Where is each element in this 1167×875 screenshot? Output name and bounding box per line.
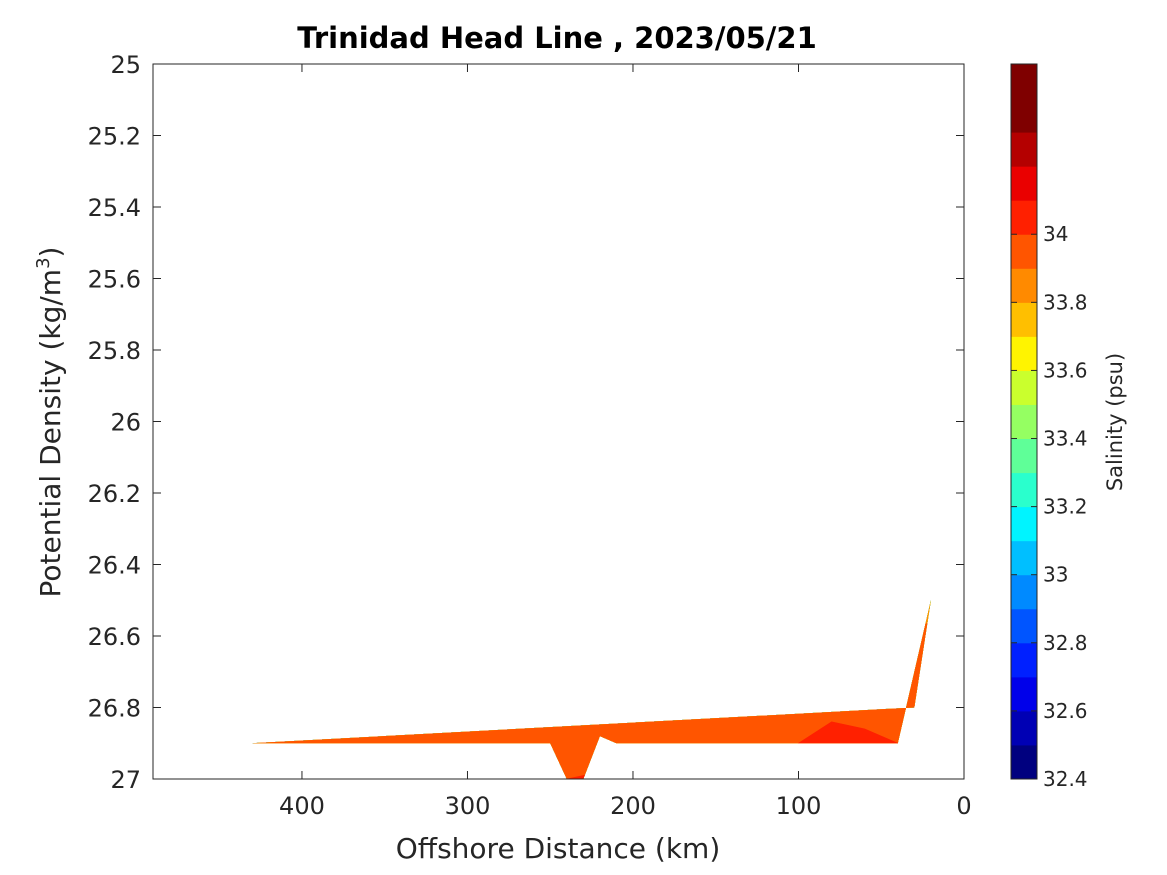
x-tick-label: 0 xyxy=(956,792,971,820)
x-tick-label: 400 xyxy=(279,792,325,820)
colorbar-band xyxy=(1011,200,1037,235)
colorbar-tick-label: 32.4 xyxy=(1043,767,1088,791)
y-tick-label: 25.4 xyxy=(88,194,141,222)
colorbar-band xyxy=(1011,302,1037,337)
colorbar-band xyxy=(1011,166,1037,201)
colorbar-box xyxy=(1010,63,1038,780)
x-tick-label: 300 xyxy=(445,792,491,820)
y-tick-label: 26.6 xyxy=(88,623,141,651)
y-axis-label: Potential Density (kg/m3) xyxy=(33,247,67,598)
colorbar-band xyxy=(1011,404,1037,440)
y-axis: 25 25.2 25.4 25.6 25.8 26 26.2 26.4 26.6 26.8 27 xyxy=(88,51,964,794)
y-axis-label-text: Potential Density (kg/m xyxy=(34,269,67,598)
colorbar-band xyxy=(1011,506,1037,542)
y-tick-label: 25.6 xyxy=(88,266,141,294)
colorbar-band xyxy=(1011,574,1037,610)
x-tick-label: 200 xyxy=(610,792,656,820)
colorbar-band xyxy=(1011,438,1037,474)
x-tick-label: 100 xyxy=(776,792,822,820)
colorbar-bands xyxy=(1011,64,1037,780)
colorbar-band xyxy=(1011,370,1037,405)
colorbar-tick-label: 33.8 xyxy=(1043,290,1088,314)
x-axis: 400 300 200 100 0 xyxy=(279,64,972,820)
colorbar-band xyxy=(1011,642,1037,678)
y-tick-label: 25.2 xyxy=(88,123,141,151)
colorbar-tick-label: 32.6 xyxy=(1043,699,1088,723)
colorbar-tick-label: 34 xyxy=(1043,222,1068,246)
colorbar-band xyxy=(1011,234,1037,269)
colorbar-band xyxy=(1011,98,1037,133)
y-tick-label: 26.4 xyxy=(88,552,141,580)
colorbar-tick-label: 33 xyxy=(1043,563,1068,587)
y-axis-label-close: ) xyxy=(34,247,67,258)
y-tick-label: 26 xyxy=(110,409,141,437)
colorbar-ticks: 32.4 32.6 32.8 33 33.2 33.4 33.6 33.8 34 xyxy=(1011,222,1088,791)
colorbar-band xyxy=(1011,64,1037,99)
colorbar-label: Salinity (psu) xyxy=(1103,353,1127,491)
axes-background xyxy=(153,64,964,779)
colorbar-band xyxy=(1011,268,1037,303)
y-tick-label: 25.8 xyxy=(88,337,141,365)
colorbar: 32.4 32.6 32.8 33 33.2 33.4 33.6 33.8 34 xyxy=(1010,63,1088,791)
colorbar-band xyxy=(1011,710,1037,746)
colorbar-band xyxy=(1011,608,1037,644)
colorbar-tick-label: 33.4 xyxy=(1043,427,1088,451)
colorbar-band xyxy=(1011,676,1037,712)
chart-title: Trinidad Head Line , 2023/05/21 xyxy=(297,21,817,55)
colorbar-band xyxy=(1011,472,1037,508)
plot-area: 400 300 200 100 0 25 25.2 25.4 25.6 25.8 26 26.2 26… xyxy=(88,51,972,820)
colorbar-band xyxy=(1011,744,1037,780)
y-tick-label: 27 xyxy=(110,766,141,794)
y-tick-label: 26.2 xyxy=(88,480,141,508)
colorbar-band xyxy=(1011,540,1037,576)
colorbar-band xyxy=(1011,336,1037,371)
y-axis-label-group: Potential Density (kg/m3) xyxy=(33,247,67,598)
colorbar-tick-label: 33.6 xyxy=(1043,358,1088,382)
colorbar-tick-label: 32.8 xyxy=(1043,631,1088,655)
colorbar-label-group: Salinity (psu) xyxy=(1103,353,1127,491)
y-axis-label-superscript: 3 xyxy=(33,257,54,268)
y-tick-label: 25 xyxy=(110,51,141,79)
y-tick-label: 26.8 xyxy=(88,695,141,723)
colorbar-tick-label: 33.2 xyxy=(1043,495,1088,519)
colorbar-band xyxy=(1011,132,1037,167)
x-axis-label: Offshore Distance (km) xyxy=(396,832,721,865)
